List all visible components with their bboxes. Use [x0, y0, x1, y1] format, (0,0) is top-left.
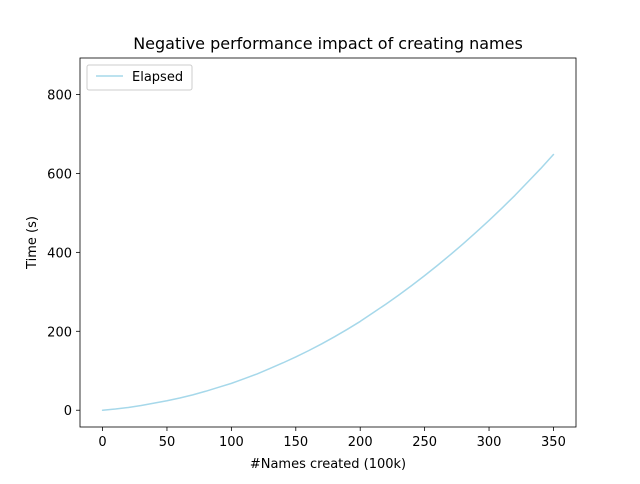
legend-label-elapsed: Elapsed [132, 70, 183, 85]
data-point [540, 168, 541, 169]
data-point [321, 343, 322, 344]
data-point [218, 387, 219, 388]
data-point [501, 208, 502, 209]
data-point [269, 368, 270, 369]
data-point [488, 220, 489, 221]
series-line-elapsed [101, 153, 555, 411]
chart-title: Negative performance impact of creating … [133, 34, 523, 53]
x-tick-label: 350 [541, 435, 566, 450]
data-point [553, 154, 554, 155]
data-point [360, 321, 361, 322]
y-tick-label: 0 [64, 404, 72, 419]
x-tick-label: 250 [412, 435, 437, 450]
data-point [128, 407, 129, 408]
y-axis-ticks: 0 200 400 600 800 [47, 89, 80, 419]
x-tick-label: 0 [98, 435, 106, 450]
data-point [527, 182, 528, 183]
data-point [334, 336, 335, 337]
data-point [192, 394, 193, 395]
data-point [514, 195, 515, 196]
data-point [102, 410, 103, 411]
data-point [476, 232, 477, 233]
data-point [424, 275, 425, 276]
data-point [463, 243, 464, 244]
plot-frame [79, 57, 577, 428]
x-axis-label: #Names created (100k) [250, 457, 406, 472]
data-point [257, 373, 258, 374]
data-point [347, 329, 348, 330]
data-point [398, 294, 399, 295]
data-point [295, 356, 296, 357]
series-layer [101, 153, 555, 411]
y-tick-label: 200 [47, 325, 72, 340]
y-tick-label: 800 [47, 89, 72, 104]
x-axis-ticks: 0 50 100 150 200 250 300 350 [98, 427, 566, 450]
legend: Elapsed [86, 64, 193, 91]
data-point [450, 254, 451, 255]
data-point [141, 405, 142, 406]
data-point [372, 312, 373, 313]
y-axis-label: Time (s) [25, 216, 40, 270]
data-point [179, 397, 180, 398]
x-tick-label: 100 [219, 435, 244, 450]
data-point [205, 391, 206, 392]
y-tick-label: 600 [47, 167, 72, 182]
data-point [115, 408, 116, 409]
data-point [231, 383, 232, 384]
data-point [282, 362, 283, 363]
x-tick-label: 150 [283, 435, 308, 450]
x-tick-label: 200 [348, 435, 373, 450]
x-tick-label: 50 [159, 435, 176, 450]
data-point [437, 265, 438, 266]
legend-box [86, 64, 193, 91]
x-tick-label: 300 [477, 435, 502, 450]
y-tick-label: 400 [47, 246, 72, 261]
plot-area [80, 58, 576, 427]
data-point [166, 400, 167, 401]
data-point [411, 285, 412, 286]
data-point [308, 350, 309, 351]
data-point [244, 378, 245, 379]
data-point [385, 303, 386, 304]
data-point [153, 403, 154, 404]
